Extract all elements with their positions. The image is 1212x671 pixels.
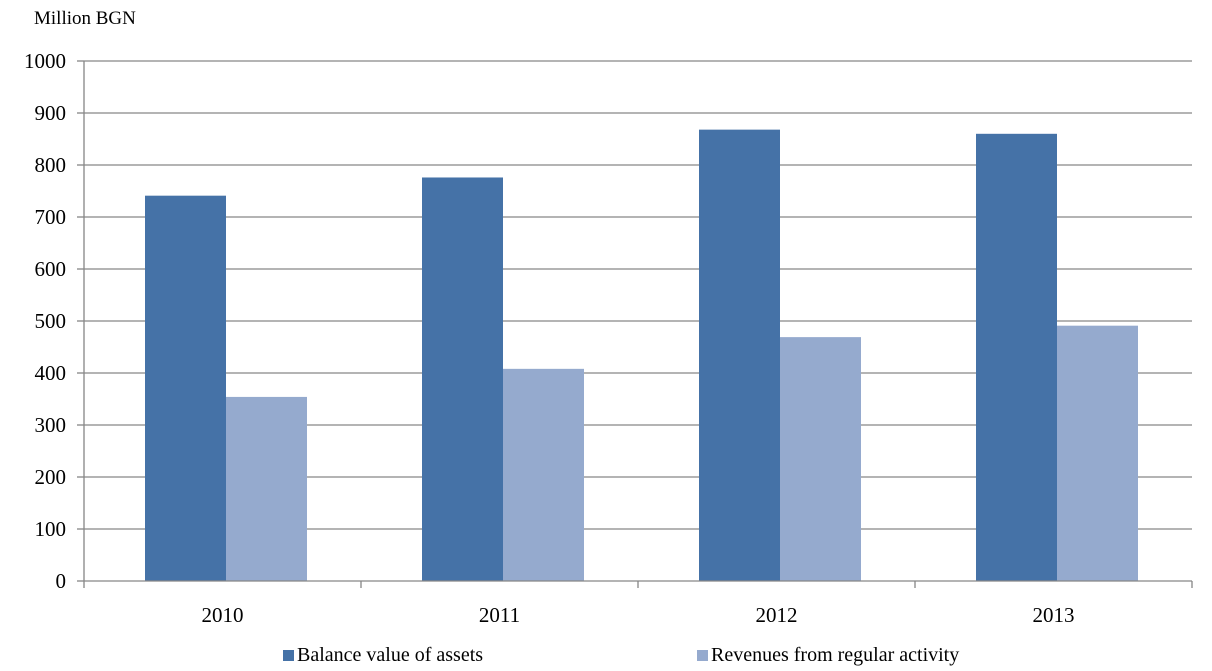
bar-balance-value-2010 [145, 195, 226, 581]
y-tick-label: 200 [35, 465, 67, 489]
y-axis-ticks: 0 100 200 300 400 500 600 700 800 900 1000 [24, 49, 84, 593]
legend: Balance value of assets Revenues from reg… [283, 644, 959, 666]
legend-swatch [283, 650, 294, 661]
y-tick-label: 800 [35, 153, 67, 177]
bar-balance-value-2011 [422, 177, 503, 582]
y-axis-unit-label: Million BGN [34, 8, 136, 29]
y-tick-label: 400 [35, 361, 67, 385]
x-tick-label: 2011 [479, 603, 520, 627]
y-tick-label: 0 [56, 569, 67, 593]
legend-label: Balance value of assets [297, 644, 483, 666]
y-tick-label: 600 [35, 257, 67, 281]
x-tick-label: 2012 [756, 603, 798, 627]
y-tick-label: 900 [35, 101, 67, 125]
bar-balance-value-2012 [699, 129, 780, 581]
legend-item: Revenues from regular activity [697, 644, 959, 666]
x-axis-ticks: 2010 2011 2012 2013 [83, 581, 1193, 627]
legend-swatch [697, 650, 708, 661]
y-tick-label: 100 [35, 517, 67, 541]
x-tick-label: 2013 [1033, 603, 1075, 627]
bars [145, 129, 1138, 582]
legend-label: Revenues from regular activity [711, 644, 959, 666]
y-tick-label: 500 [35, 309, 67, 333]
bar-balance-value-2013 [976, 133, 1057, 582]
bar-revenues-2011 [503, 368, 584, 581]
bar-revenues-2010 [226, 396, 307, 581]
y-tick-label: 300 [35, 413, 67, 437]
y-tick-label: 700 [35, 205, 67, 229]
bar-revenues-2013 [1057, 325, 1138, 581]
bar-revenues-2012 [780, 337, 861, 581]
x-tick-label: 2010 [202, 603, 244, 627]
y-tick-label: 1000 [24, 49, 66, 73]
legend-item: Balance value of assets [283, 644, 483, 666]
